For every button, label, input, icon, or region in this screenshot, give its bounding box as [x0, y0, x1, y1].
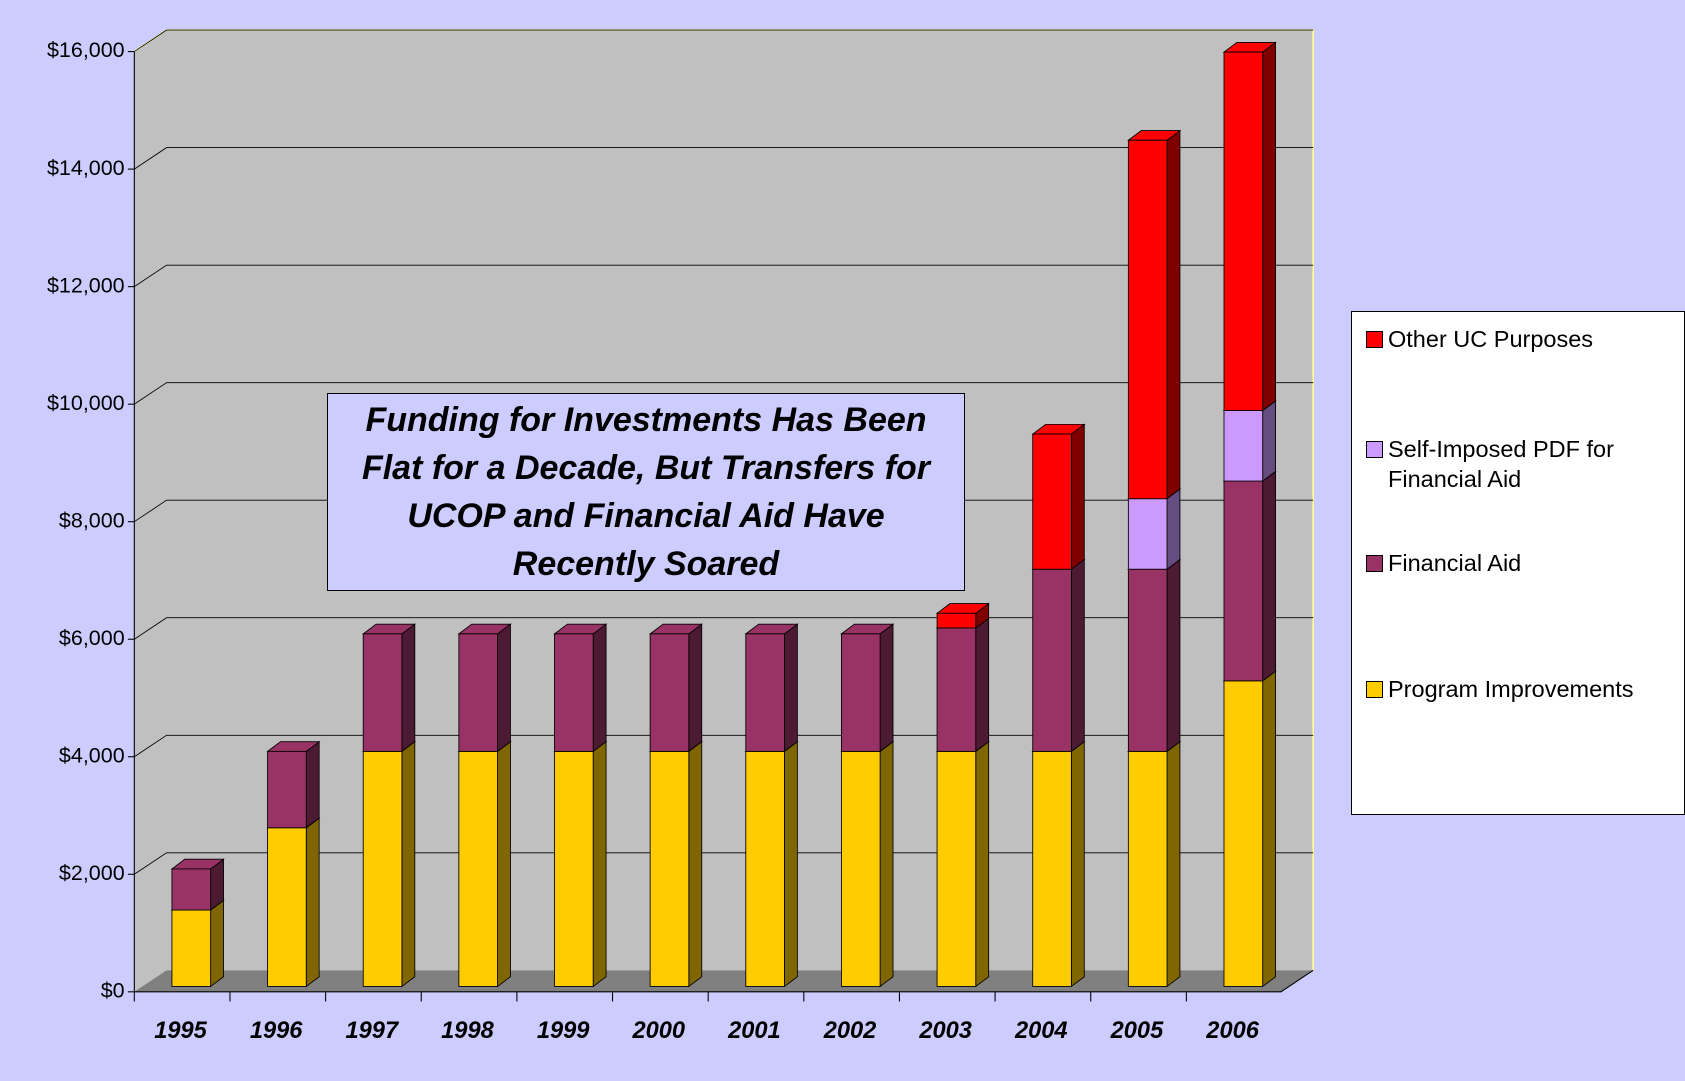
grid-line: [134, 29, 1314, 52]
bar-segment: [1031, 423, 1086, 571]
bar-segment: [553, 740, 608, 988]
x-tick-label: 2004: [1014, 1018, 1068, 1044]
y-tick-label: $14,000: [47, 156, 125, 180]
bar-segment: [457, 623, 512, 753]
legend-item: Other UC Purposes: [1366, 324, 1671, 354]
bar-segment: [840, 623, 895, 753]
bar-segment: [935, 740, 990, 988]
bar-segment: [170, 858, 225, 911]
legend-item: Program Improvements: [1366, 674, 1671, 704]
y-tick-label: $6,000: [59, 626, 125, 650]
floor: [134, 970, 1314, 992]
legend-label: Program Improvements: [1388, 676, 1634, 702]
x-tick-label: 1998: [441, 1018, 494, 1044]
y-tick-label: $0: [101, 978, 125, 1002]
bar-segment: [361, 740, 417, 988]
x-tick-label: 1997: [346, 1018, 400, 1044]
x-tick-label: 2005: [1110, 1018, 1164, 1044]
legend-swatch: [1366, 331, 1383, 348]
bar-segment: [744, 740, 799, 988]
grid-line: [134, 734, 1314, 758]
legend-item: Self-Imposed PDF for Financial Aid: [1366, 434, 1671, 494]
bar-segment: [935, 602, 990, 629]
y-tick-label: $8,000: [59, 508, 125, 532]
y-tick-label: $4,000: [59, 743, 125, 767]
legend-label: Other UC Purposes: [1388, 326, 1594, 352]
bar-segment: [361, 623, 417, 753]
bar-segment: [1031, 740, 1086, 988]
bar-segment: [1127, 558, 1182, 753]
x-tick-label: 2000: [631, 1018, 685, 1044]
bar-segment: [1222, 470, 1277, 682]
bar-segment: [266, 740, 321, 829]
x-tick-label: 2002: [823, 1018, 877, 1044]
y-tick-label: $12,000: [47, 273, 125, 297]
x-tick-label: 1995: [154, 1018, 207, 1044]
legend-item: Financial Aid: [1366, 548, 1671, 578]
bar-segment: [553, 623, 608, 753]
x-tick-label: 1996: [250, 1018, 303, 1044]
grid-line: [134, 382, 1314, 405]
legend-label: Self-Imposed PDF for Financial Aid: [1388, 436, 1614, 492]
x-tick-label: 2001: [727, 1018, 781, 1044]
grid-line: [134, 264, 1314, 287]
legend-swatch: [1366, 555, 1383, 572]
bar-segment: [648, 740, 704, 988]
x-tick-label: 1999: [537, 1018, 590, 1044]
x-tick-label: 2003: [918, 1018, 972, 1044]
bar-segment: [744, 623, 799, 753]
y-tick-label: $16,000: [47, 38, 125, 62]
y-tick-label: $10,000: [47, 391, 125, 415]
legend-swatch: [1366, 681, 1383, 698]
annotation: Funding for Investments Has Been Flat fo…: [327, 393, 965, 591]
grid-line: [134, 617, 1314, 640]
bar-segment: [1222, 400, 1277, 482]
legend-label: Financial Aid: [1388, 550, 1522, 576]
bar-segment: [1222, 41, 1277, 412]
x-tick-label: 2006: [1205, 1018, 1259, 1044]
bar-segment: [648, 623, 704, 753]
legend: Program Improvements Financial Aid Self-Im…: [1351, 311, 1685, 815]
bar-segment: [935, 617, 990, 753]
y-tick-label: $2,000: [59, 861, 125, 885]
bar-segment: [1127, 740, 1182, 988]
bar-segment: [266, 817, 321, 988]
grid-line: [134, 147, 1314, 170]
bar-segment: [170, 899, 225, 988]
bar-segment: [457, 740, 512, 988]
bar-segment: [840, 740, 895, 988]
bar-segment: [1222, 670, 1277, 988]
grid-line: [134, 852, 1314, 875]
legend-swatch: [1366, 441, 1383, 458]
bar-segment: [1127, 488, 1182, 571]
bar-segment: [1127, 129, 1182, 500]
bar-segment: [1031, 558, 1086, 753]
